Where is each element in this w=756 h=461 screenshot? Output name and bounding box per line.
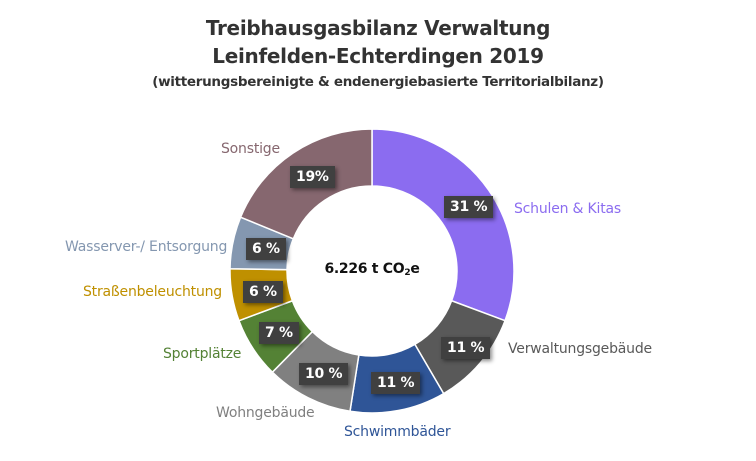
chart-title-line-2: Leinfelden-Echterdingen 2019 <box>212 44 544 68</box>
category-label-verwaltung: Verwaltungsgebäude <box>508 341 652 357</box>
category-label-schulen: Schulen & Kitas <box>514 201 621 217</box>
value-label-wasser: 6 % <box>246 238 286 260</box>
donut-segment-0 <box>371 128 515 322</box>
category-label-sportplaetze: Sportplätze <box>163 346 242 362</box>
category-label-sonstige: Sonstige <box>221 141 280 157</box>
center-total-label: 6.226 t CO2e <box>324 261 420 278</box>
value-label-verwaltung: 11 % <box>441 337 491 359</box>
category-label-wasser: Wasserver-/ Entsorgung <box>65 239 228 255</box>
value-label-schulen: 31 % <box>444 196 494 218</box>
value-label-sportplaetze: 7 % <box>259 322 299 344</box>
value-label-wohngebaeude: 10 % <box>299 363 349 385</box>
chart-subtitle: (witterungsbereinigte & endenergiebasier… <box>152 74 604 90</box>
value-label-strassenbeleuchtung: 6 % <box>243 281 283 303</box>
category-label-wohngebaeude: Wohngebäude <box>216 405 315 421</box>
chart-title-line-1: Treibhausgasbilanz Verwaltung <box>205 16 551 40</box>
category-label-strassenbeleuchtung: Straßenbeleuchtung <box>83 284 222 300</box>
value-label-schwimmbaeder: 11 % <box>371 372 421 394</box>
category-label-schwimmbaeder: Schwimmbäder <box>344 424 451 440</box>
value-label-sonstige: 19% <box>290 166 335 188</box>
